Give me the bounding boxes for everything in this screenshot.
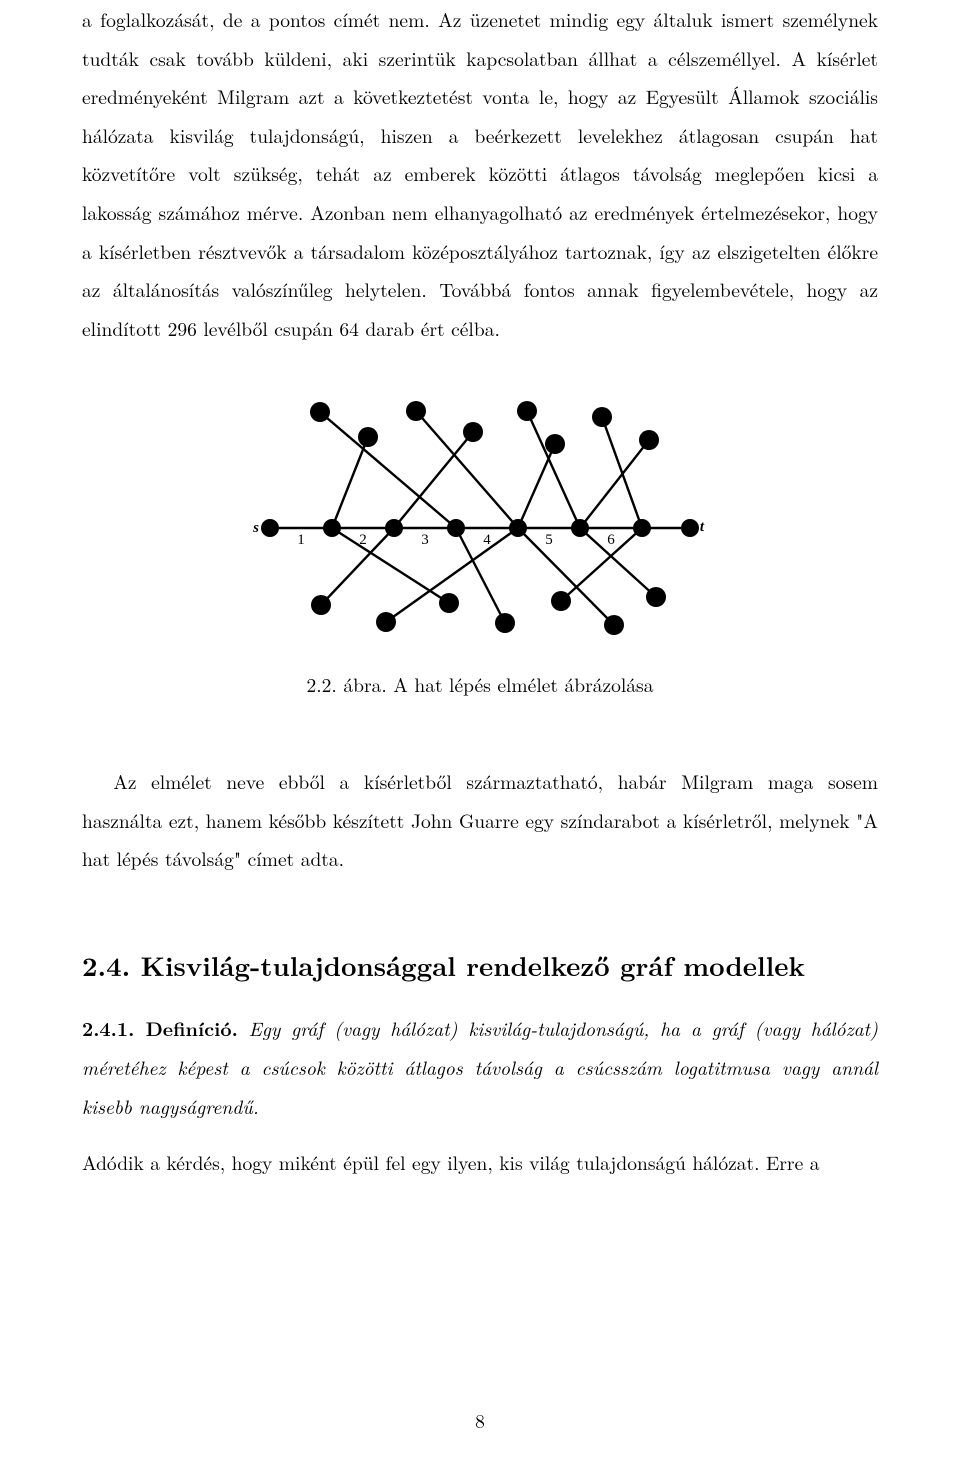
svg-text:5: 5	[545, 532, 553, 548]
network-diagram: 1 2 3 4 5 6 s t	[243, 393, 717, 637]
figure-caption: 2.2. ábra. A hat lépés elmélet ábrázolás…	[82, 665, 878, 704]
definition-label: 2.4.1. Definíció.	[82, 1014, 238, 1042]
page-number: 8	[0, 1401, 960, 1440]
svg-text:4: 4	[483, 532, 491, 548]
paragraph-1: a foglalkozását, de a pontos címét nem. …	[82, 0, 878, 347]
figure-six-degrees: 1 2 3 4 5 6 s t 2.2. ábra. A hat lépés elmélet …	[82, 393, 878, 704]
svg-text:s: s	[252, 520, 259, 536]
section-heading-2-4: 2.4. Kisvilág-tulajdonsággal rendelkező …	[82, 938, 878, 991]
definition-2-4-1: 2.4.1. Definíció. Egy gráf (vagy hálózat…	[82, 1009, 878, 1125]
svg-text:2: 2	[359, 532, 367, 548]
svg-text:t: t	[700, 519, 705, 535]
svg-text:3: 3	[421, 532, 429, 548]
svg-text:1: 1	[297, 532, 305, 548]
paragraph-3: Adódik a kérdés, hogy miként épül fel eg…	[82, 1143, 878, 1182]
svg-text:6: 6	[607, 532, 615, 548]
paragraph-2: Az elmélet neve ebből a kísérletből szár…	[82, 762, 878, 878]
page: a foglalkozását, de a pontos címét nem. …	[0, 0, 960, 1458]
